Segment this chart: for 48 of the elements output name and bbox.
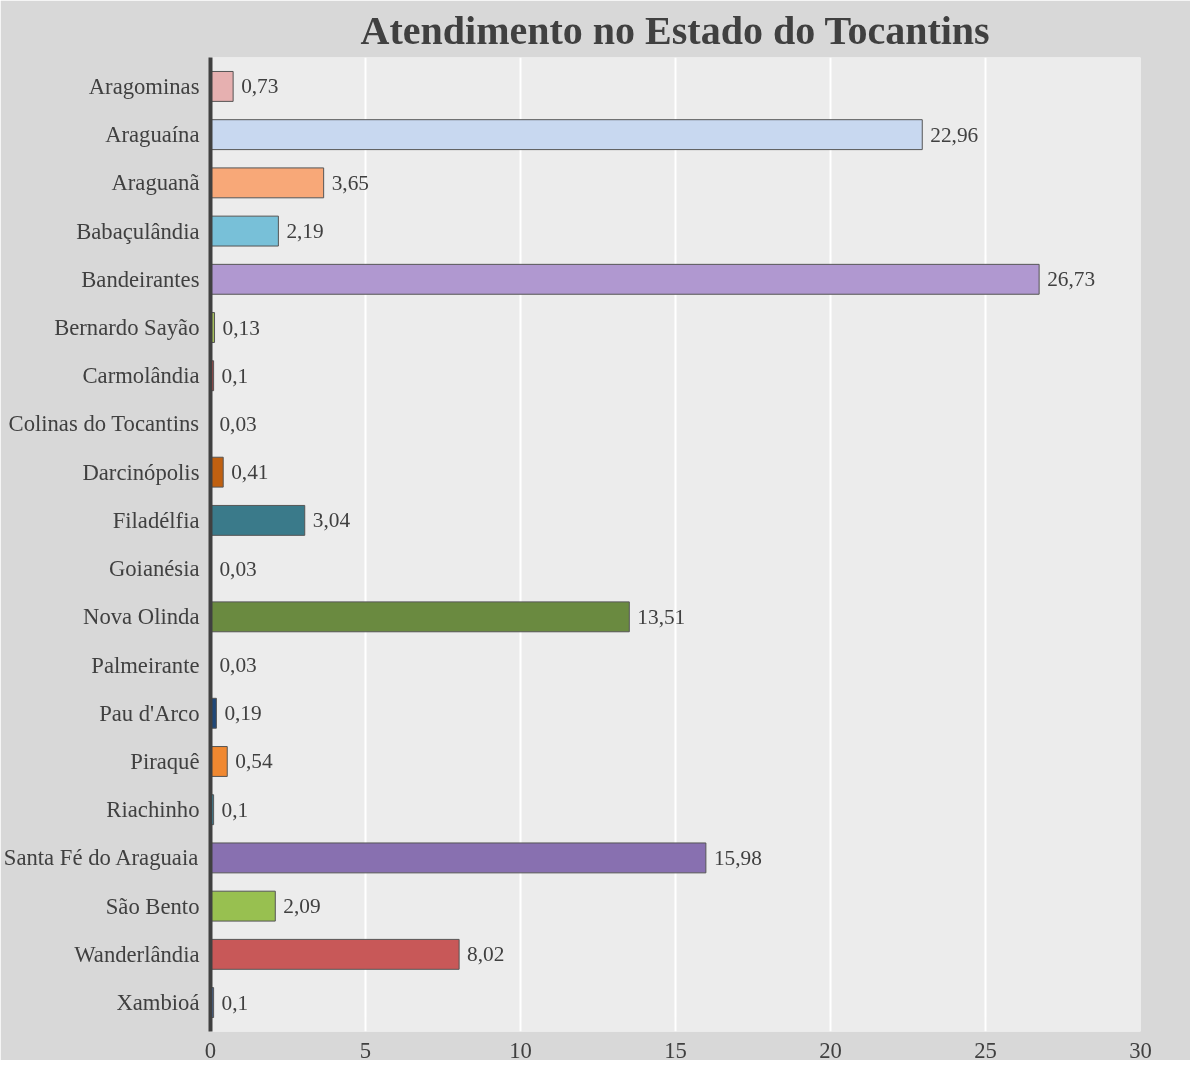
- data-label: 2,19: [286, 219, 324, 244]
- y-tick-label: São Bento: [105, 893, 200, 919]
- y-tick-label: Riachinho: [106, 797, 200, 823]
- x-tick-label: 20: [819, 1037, 842, 1063]
- y-tick-label: Babaçulândia: [76, 218, 200, 244]
- x-tick-label: 10: [509, 1037, 532, 1063]
- data-label: 0,1: [221, 990, 249, 1015]
- data-label: 0,54: [235, 749, 273, 774]
- x-tick-label: 25: [974, 1037, 997, 1063]
- data-label: 0,13: [222, 315, 260, 340]
- data-label: 0,73: [241, 74, 279, 99]
- data-label: 0,03: [219, 411, 257, 436]
- data-label: 13,51: [637, 604, 686, 629]
- y-tick-label: Santa Fé do Araguaia: [3, 845, 199, 871]
- y-tick-label: Bandeirantes: [81, 266, 200, 292]
- data-label: 0,03: [219, 556, 257, 581]
- data-label: 0,41: [231, 460, 269, 485]
- x-tick-label: 5: [359, 1037, 372, 1063]
- y-tick-label: Aragominas: [88, 73, 200, 99]
- y-tick-label: Filadélfia: [112, 507, 200, 533]
- y-tick-label: Pau d'Arco: [99, 700, 200, 726]
- y-tick-label: Darcinópolis: [82, 459, 200, 485]
- y-tick-label: Colinas do Tocantins: [8, 411, 200, 437]
- y-tick-label: Piraquê: [130, 748, 200, 774]
- y-tick-label: Nova Olinda: [83, 604, 200, 630]
- y-tick-label: Wanderlândia: [74, 941, 200, 967]
- y-tick-label: Goianésia: [108, 556, 200, 582]
- data-label: 15,98: [713, 845, 762, 870]
- data-label: 8,02: [467, 942, 505, 967]
- x-tick-label: 30: [1129, 1037, 1152, 1063]
- data-label: 22,96: [930, 122, 979, 147]
- data-label: 0,19: [224, 701, 262, 726]
- y-tick-label: Bernardo Sayão: [54, 315, 200, 341]
- y-tick-label: Araguaína: [105, 122, 200, 148]
- data-label: 3,04: [312, 508, 351, 533]
- y-tick-label: Carmolândia: [82, 363, 200, 389]
- chart-title: Atendimento no Estado do Tocantins: [360, 7, 990, 53]
- data-label: 0,1: [221, 363, 249, 388]
- y-tick-label: Araguanã: [111, 170, 200, 196]
- data-label: 3,65: [331, 170, 369, 195]
- data-label: 0,03: [219, 653, 257, 678]
- data-label: 0,1: [221, 797, 249, 822]
- y-tick-label: Xambioá: [116, 990, 200, 1016]
- data-label: 2,09: [283, 894, 321, 919]
- data-label: 26,73: [1047, 267, 1096, 292]
- x-tick-label: 15: [664, 1037, 687, 1063]
- x-tick-label: 0: [204, 1037, 217, 1063]
- y-tick-label: Palmeirante: [91, 652, 200, 678]
